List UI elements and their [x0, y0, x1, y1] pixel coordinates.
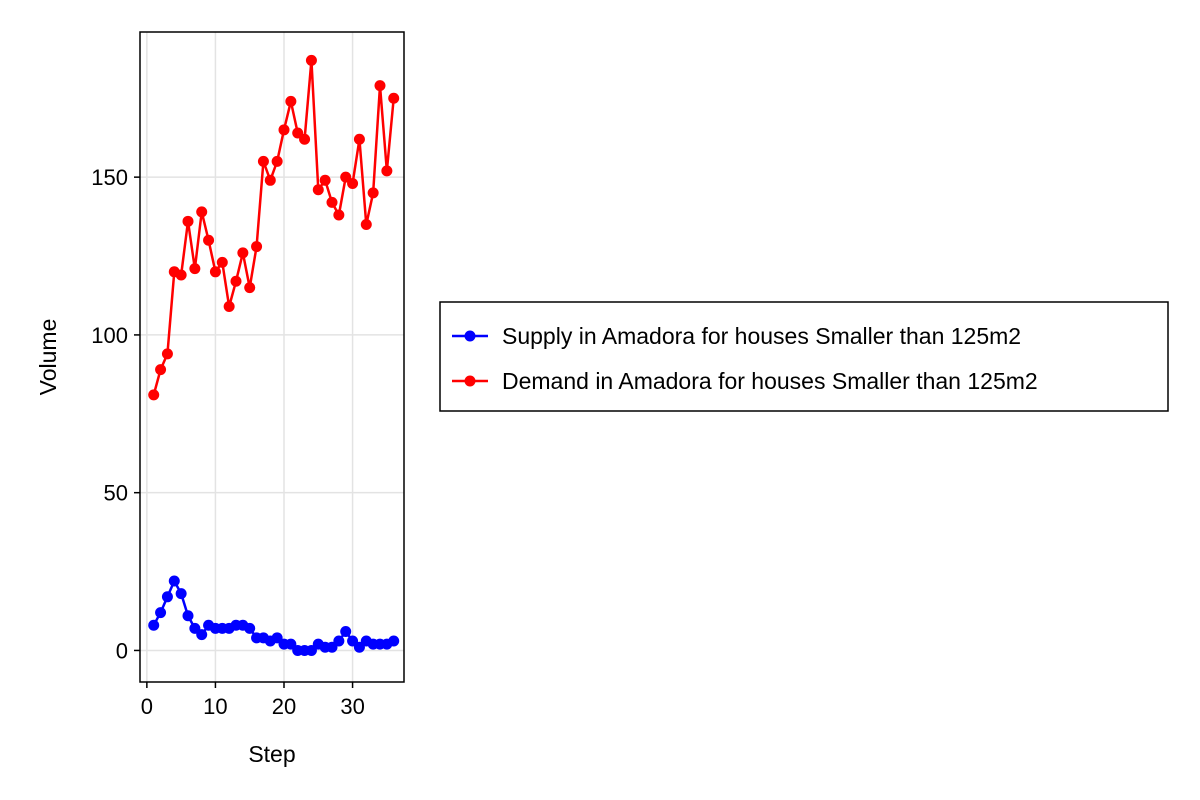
data-point — [209, 266, 221, 278]
series-supply — [148, 575, 400, 656]
data-point — [271, 155, 283, 167]
data-point — [340, 626, 352, 638]
data-point — [388, 92, 400, 104]
data-point — [367, 187, 379, 199]
data-point — [285, 95, 297, 107]
data-point — [203, 234, 215, 246]
data-point — [155, 364, 167, 376]
data-point — [347, 177, 359, 189]
x-tick-label: 10 — [203, 694, 227, 719]
data-point — [148, 619, 160, 631]
series-demand — [148, 54, 400, 401]
legend-swatch-marker — [464, 375, 476, 387]
data-point — [264, 174, 276, 186]
data-point — [161, 348, 173, 360]
legend-entry-demand: Demand in Amadora for houses Smaller tha… — [452, 368, 1038, 394]
x-tick-label: 30 — [340, 694, 364, 719]
data-point — [182, 610, 194, 622]
data-point — [244, 282, 256, 294]
grid-lines — [140, 32, 404, 682]
data-point — [155, 607, 167, 619]
x-axis-title: Step — [248, 741, 295, 767]
axis-ticks: 0 10 20 30 0 50 100 150 — [91, 165, 365, 719]
data-point — [319, 174, 331, 186]
series-line — [152, 59, 395, 396]
data-point — [244, 622, 256, 634]
data-point — [251, 241, 263, 253]
legend-entry-supply: Supply in Amadora for houses Smaller tha… — [452, 323, 1021, 349]
data-point — [353, 133, 365, 145]
data-point — [312, 184, 324, 196]
data-point — [230, 275, 242, 287]
plot-area-frame — [139, 31, 405, 683]
data-point — [333, 635, 345, 647]
y-tick-label: 100 — [91, 323, 128, 348]
data-point — [223, 301, 235, 313]
legend-box — [439, 301, 1169, 412]
data-point — [278, 124, 290, 136]
legend-swatch-marker — [464, 330, 476, 342]
series-layer — [148, 54, 400, 656]
data-point — [388, 635, 400, 647]
data-point — [360, 218, 372, 230]
y-tick-label: 0 — [116, 638, 128, 663]
legend: Supply in Amadora for houses Smaller tha… — [439, 301, 1169, 412]
data-point — [374, 80, 386, 92]
data-point — [148, 389, 160, 401]
y-tick-label: 150 — [91, 165, 128, 190]
y-tick-label: 50 — [104, 481, 128, 506]
data-point — [175, 269, 187, 281]
x-tick-label: 0 — [141, 694, 153, 719]
data-point — [237, 247, 249, 259]
data-point — [189, 263, 201, 275]
data-point — [305, 54, 317, 66]
data-point — [196, 629, 208, 641]
data-point — [182, 215, 194, 227]
data-point — [175, 588, 187, 600]
legend-label-demand: Demand in Amadora for houses Smaller tha… — [502, 368, 1038, 394]
data-point — [161, 591, 173, 603]
data-point — [381, 165, 393, 177]
data-point — [257, 155, 269, 167]
x-tick-label: 20 — [272, 694, 296, 719]
data-point — [216, 256, 228, 268]
legend-label-supply: Supply in Amadora for houses Smaller tha… — [502, 323, 1021, 349]
data-point — [299, 133, 311, 145]
data-point — [333, 209, 345, 221]
y-axis-title: Volume — [35, 319, 61, 396]
data-point — [196, 206, 208, 218]
data-point — [168, 575, 180, 587]
data-point — [326, 196, 338, 208]
